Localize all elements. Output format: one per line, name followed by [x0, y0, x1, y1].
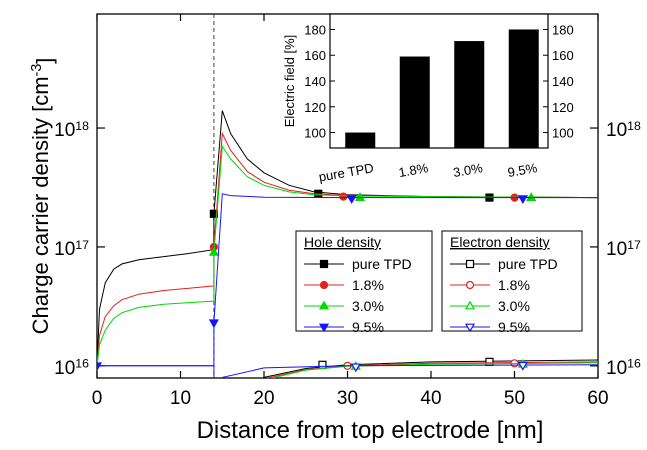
y-tick-label-right: 1016	[606, 357, 641, 379]
inset-y-tick-label: 140	[304, 74, 326, 89]
bar	[454, 41, 485, 148]
inset-y-tick-label: 180	[304, 22, 326, 37]
legend-marker	[464, 323, 476, 333]
legend-label: 3.0%	[352, 298, 384, 314]
legend-marker	[319, 280, 329, 290]
y-tick-label: 1016	[54, 357, 89, 379]
data-point	[517, 195, 528, 204]
y-axis-title: Charge carrier density [cm-3]	[28, 58, 57, 335]
data-point	[350, 363, 361, 373]
bar	[345, 132, 376, 148]
inset-category-label: 9.5%	[506, 160, 538, 180]
series-line	[270, 362, 598, 378]
inset-y-tick-label: 160	[304, 48, 326, 63]
data-point	[517, 361, 528, 371]
y-tick-label-right: 1017	[606, 238, 641, 260]
inset-y-tick-label-right: 180	[552, 22, 574, 37]
data-point	[339, 192, 348, 201]
legend-box	[295, 230, 433, 332]
x-tick-label: 10	[170, 388, 191, 409]
legend-label: pure TPD	[352, 256, 412, 272]
legend-label: 1.8%	[498, 277, 530, 293]
y-tick-label-right: 1018	[606, 119, 641, 141]
series-line	[264, 361, 598, 378]
y-tick-label: 1018	[54, 119, 89, 141]
legend-marker	[465, 280, 475, 290]
legend-marker	[464, 300, 476, 310]
legend-label: 1.8%	[352, 277, 384, 293]
data-point	[354, 192, 366, 201]
inset-y-tick-label-right: 160	[552, 48, 574, 63]
legend-marker	[465, 259, 475, 269]
series-line	[97, 364, 598, 378]
data-point	[485, 357, 494, 366]
legend-label: 3.0%	[498, 298, 530, 314]
y-tick-label: 1017	[54, 238, 89, 260]
legend-marker	[319, 259, 329, 269]
x-tick-label: 60	[587, 388, 608, 409]
data-point	[97, 362, 103, 372]
x-tick-label: 40	[420, 388, 441, 409]
inset-frame	[329, 13, 549, 149]
x-tick-label: 20	[253, 388, 274, 409]
series-line	[261, 359, 598, 378]
inset-y-tick-label: 120	[304, 100, 326, 115]
bar	[399, 56, 430, 149]
inset-y-axis-title: Electric field [%]	[282, 35, 297, 127]
legend-title: Hole density	[304, 234, 381, 250]
legend-label: 9.5%	[498, 319, 530, 335]
inset-y-tick-label-right: 100	[552, 126, 574, 141]
legend-marker	[318, 300, 330, 310]
inset-y-tick-label-right: 120	[552, 100, 574, 115]
bar	[508, 29, 539, 148]
legend-title: Electron density	[450, 234, 550, 250]
inset-y-tick-label: 100	[304, 126, 326, 141]
data-point	[208, 319, 219, 329]
data-point	[208, 246, 219, 256]
inset-category-label: 3.0%	[452, 160, 484, 180]
legend-marker	[318, 323, 330, 333]
data-point	[526, 192, 537, 201]
legend-label: pure TPD	[498, 256, 558, 272]
x-tick-label: 0	[92, 388, 103, 409]
plot-area	[97, 110, 598, 378]
x-axis-title: Distance from top electrode [nm]	[197, 417, 544, 444]
data-point	[346, 195, 357, 204]
inset-category-label: 1.8%	[397, 160, 429, 180]
inset-category-label: pure TPD	[318, 160, 375, 184]
legend-box	[441, 230, 583, 332]
data-point	[318, 360, 327, 369]
x-tick-label: 30	[337, 388, 358, 409]
legend-label: 9.5%	[352, 319, 384, 335]
inset-y-tick-label-right: 140	[552, 74, 574, 89]
x-tick-label: 50	[504, 388, 525, 409]
